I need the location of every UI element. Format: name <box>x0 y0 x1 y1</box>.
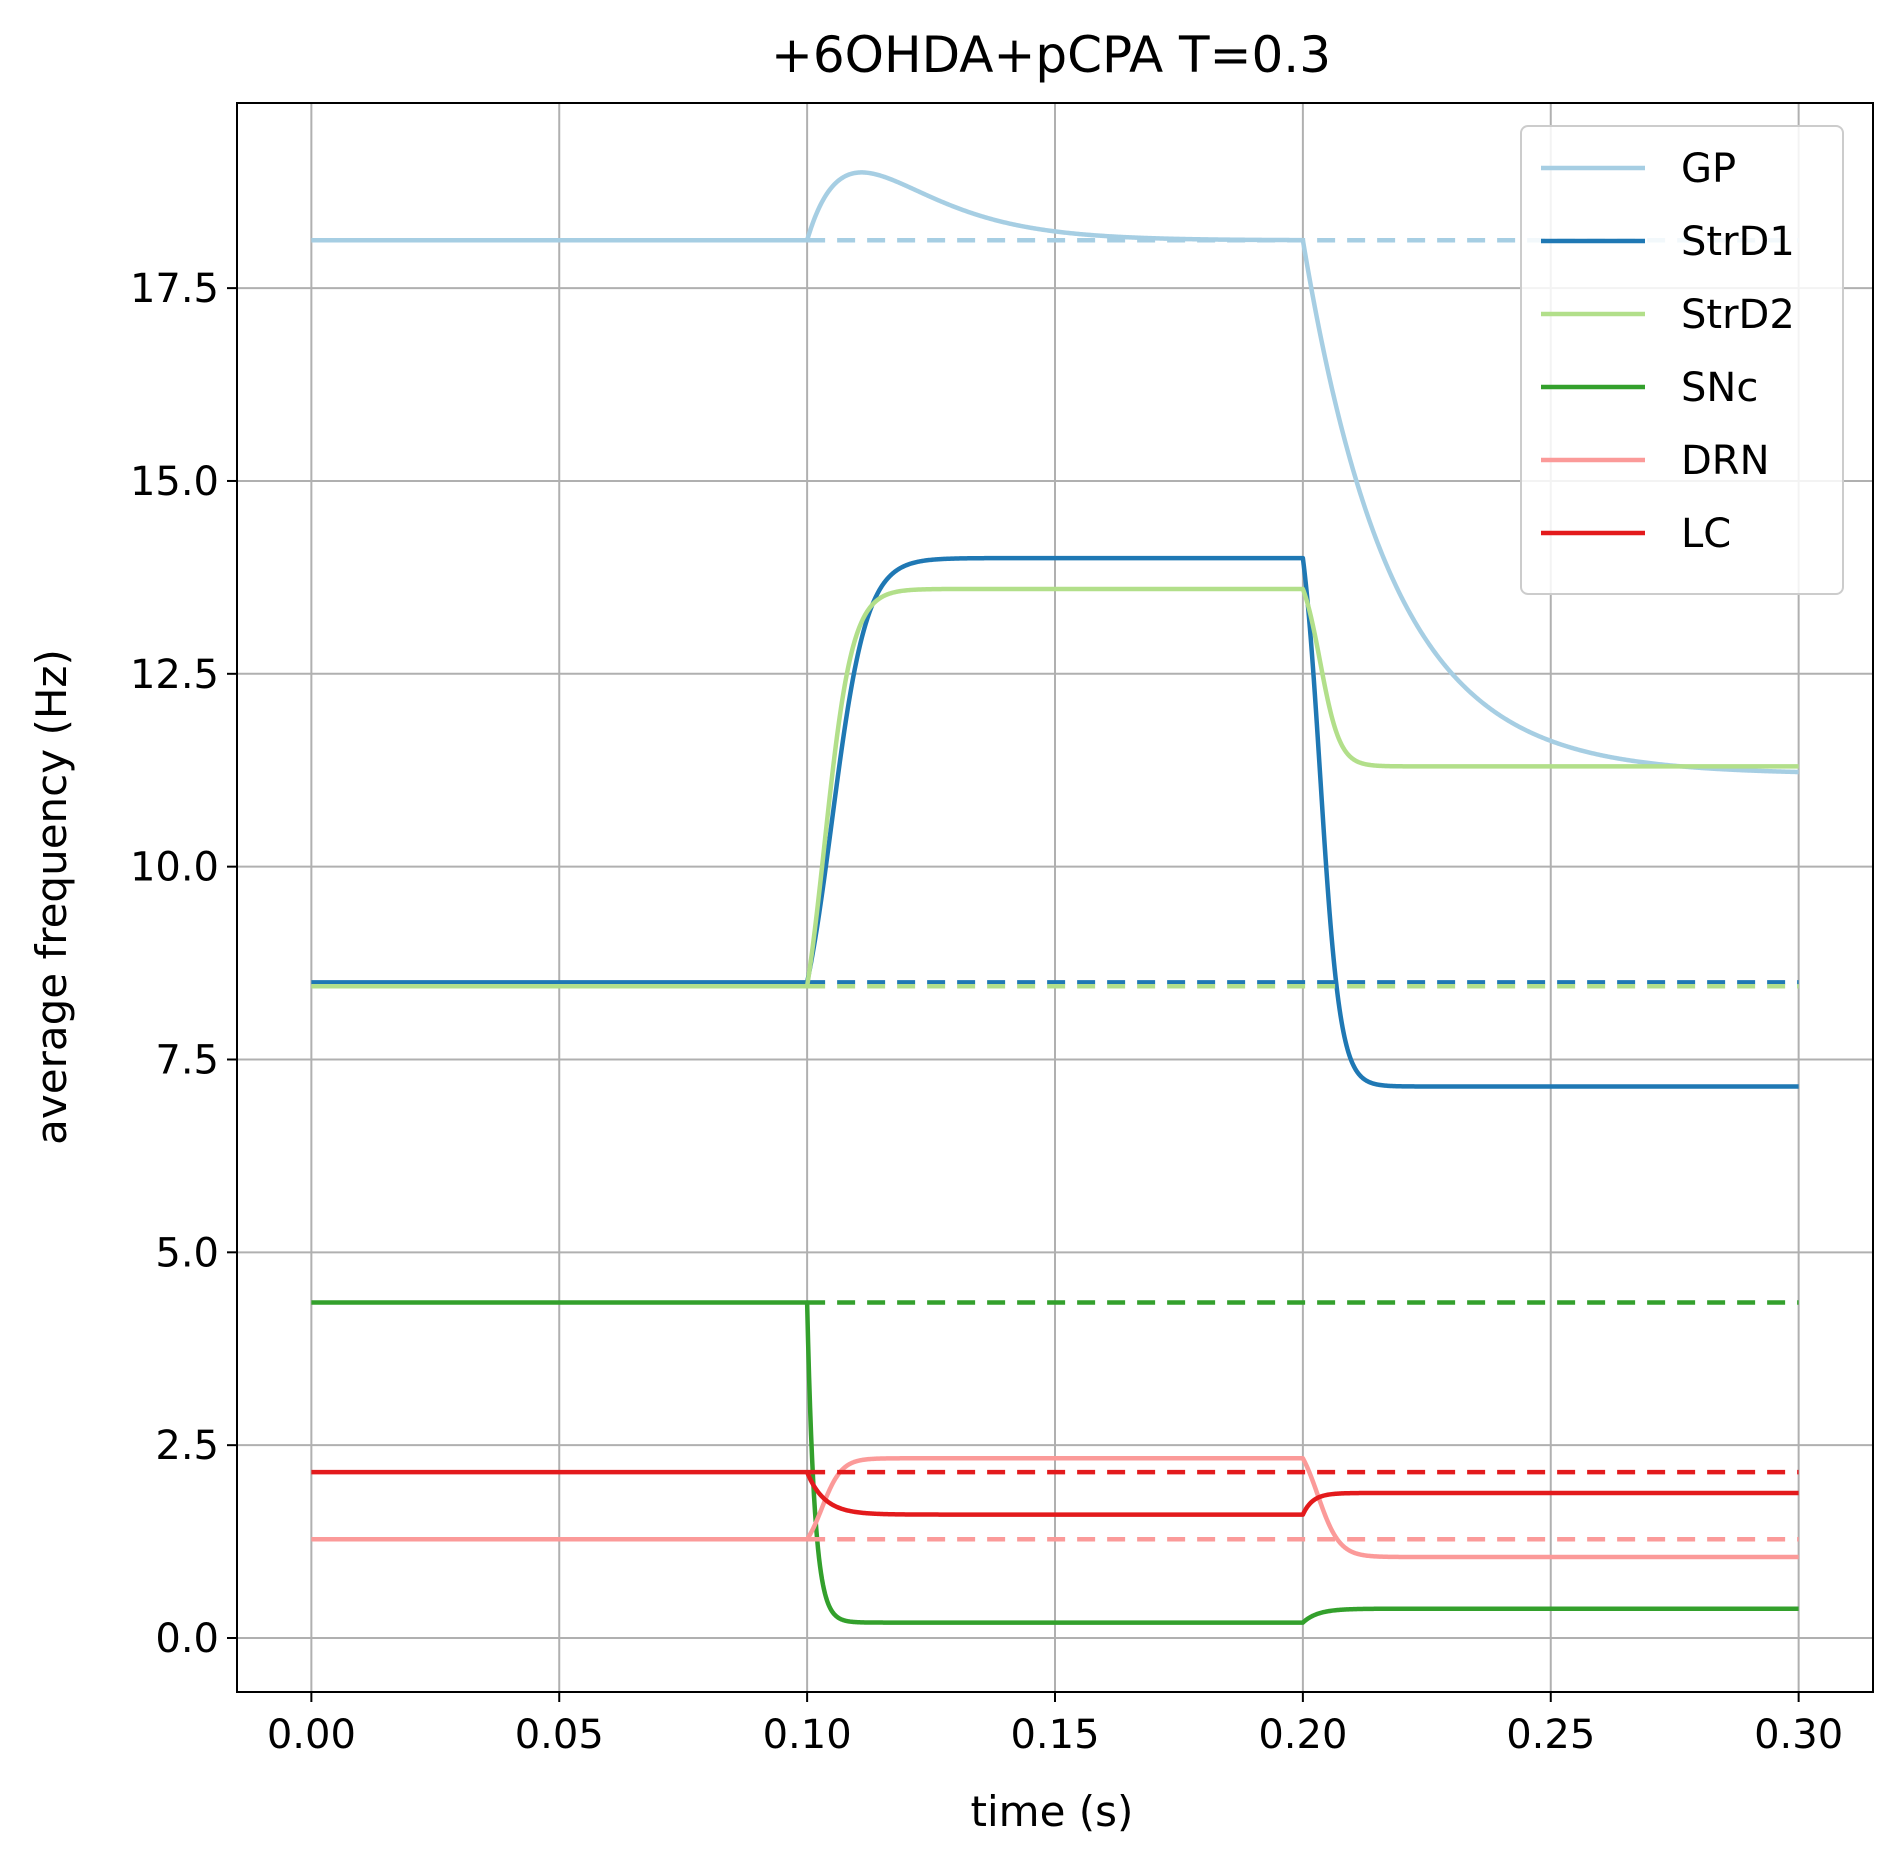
series-line-strd2 <box>310 586 1800 989</box>
series-line-drn <box>310 1456 1800 1560</box>
y-tick-label: 5.0 <box>155 1230 219 1276</box>
y-tick-label: 0.0 <box>155 1616 219 1662</box>
y-tick-label: 2.5 <box>155 1423 219 1469</box>
legend: GP StrD1 StrD2 SNc DRN LC <box>1520 125 1844 595</box>
x-tick-label: 0.15 <box>1010 1712 1099 1758</box>
y-tick-label: 17.5 <box>130 266 219 312</box>
grid-lines <box>237 103 1873 1692</box>
x-tick-label: 0.25 <box>1506 1712 1595 1758</box>
x-tick-label: 0.30 <box>1754 1712 1843 1758</box>
legend-label: LC <box>1681 511 1731 557</box>
x-tick-label: 0.05 <box>515 1712 604 1758</box>
legend-label: DRN <box>1681 438 1770 484</box>
chart-title: +6OHDA+pCPA T=0.3 <box>771 26 1331 84</box>
legend-label: StrD1 <box>1681 219 1795 265</box>
y-tick-label: 10.0 <box>130 845 219 891</box>
y-tick-label: 12.5 <box>130 652 219 698</box>
series-line-strd1 <box>310 555 1800 1089</box>
series-line-lc <box>310 1469 1800 1517</box>
y-tick-label: 7.5 <box>155 1037 219 1083</box>
y-tick-label: 15.0 <box>130 459 219 505</box>
y-axis-label: average frequency (Hz) <box>27 649 76 1145</box>
series-lines <box>310 170 1800 1625</box>
legend-label: StrD2 <box>1681 292 1795 338</box>
x-tick-label: 0.20 <box>1258 1712 1347 1758</box>
axis-ticks: 0.00 0.05 0.10 0.15 0.20 0.25 0.30 0.0 2.5 5.0 7.5… <box>130 266 1843 1758</box>
legend-label: GP <box>1681 146 1736 192</box>
x-tick-label: 0.00 <box>267 1712 356 1758</box>
series-line-snc <box>310 1300 1800 1625</box>
series-line-gp <box>310 170 1800 775</box>
x-tick-label: 0.10 <box>763 1712 852 1758</box>
legend-label: SNc <box>1681 365 1758 411</box>
x-axis-label: time (s) <box>971 1787 1134 1836</box>
